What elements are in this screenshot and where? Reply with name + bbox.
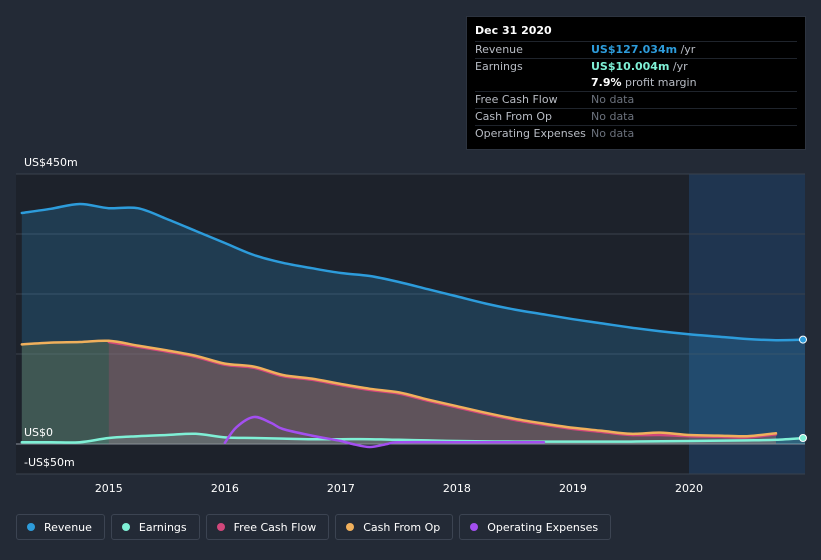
- legend-operating-expenses[interactable]: Operating Expenses: [459, 514, 612, 540]
- tooltip-row-earnings: Earnings US$10.004m /yr: [475, 58, 797, 75]
- y-axis-label-bottom: -US$50m: [24, 456, 75, 469]
- legend-label: Earnings: [138, 520, 187, 534]
- tooltip-key: Revenue: [475, 43, 523, 56]
- tooltip-key: [475, 75, 591, 91]
- tooltip-unit: /yr: [680, 43, 696, 56]
- tooltip-unit: /yr: [672, 60, 688, 73]
- legend-cash-from-op[interactable]: Cash From Op: [335, 514, 454, 540]
- x-tick-label: 2016: [210, 482, 239, 495]
- tooltip-fcf-value: No data: [591, 93, 635, 106]
- legend-dot: [27, 523, 35, 531]
- operating-expenses-line: [223, 415, 546, 449]
- plot-background: [16, 174, 689, 474]
- cash-from-op-area: [21, 340, 777, 444]
- tooltip-key: Cash From Op: [475, 110, 553, 123]
- legend-free-cash-flow[interactable]: Free Cash Flow: [205, 514, 330, 540]
- earnings-area: [21, 433, 806, 444]
- tooltip-row-opex: Operating Expenses No data: [475, 125, 797, 142]
- tooltip-row-revenue: Revenue US$127.034m /yr: [475, 41, 797, 58]
- cash-from-op-line: [20, 339, 778, 438]
- legend-label: Free Cash Flow: [233, 520, 317, 534]
- legend-label: Revenue: [44, 520, 92, 534]
- earnings-end-marker: [799, 434, 807, 442]
- tooltip-row-margin: 7.9% profit margin: [475, 75, 797, 91]
- tooltip-earnings-value: US$10.004m: [591, 60, 670, 73]
- earnings-line: [20, 432, 807, 444]
- x-tick-label: 2015: [94, 482, 123, 495]
- revenue-line: [20, 202, 807, 342]
- tooltip-key: Free Cash Flow: [475, 93, 558, 106]
- tooltip-revenue-value: US$127.034m: [591, 43, 678, 56]
- legend-dot: [121, 523, 130, 531]
- x-tick-label: 2019: [558, 482, 587, 495]
- revenue-end-marker: [799, 335, 807, 344]
- legend-dot: [346, 523, 355, 531]
- x-tick-label: 2017: [326, 482, 355, 495]
- legend-revenue[interactable]: Revenue: [16, 514, 105, 540]
- tooltip-key: Earnings: [475, 60, 523, 73]
- chart-area: [16, 173, 807, 475]
- chart-legend: Revenue Earnings Free Cash Flow Cash Fro…: [16, 514, 612, 540]
- forecast-region: [688, 174, 805, 474]
- free-cash-flow-area: [108, 342, 777, 444]
- legend-earnings[interactable]: Earnings: [110, 514, 200, 540]
- tooltip-row-fcf: Free Cash Flow No data: [475, 91, 797, 108]
- y-axis-label-zero: US$0: [24, 426, 54, 439]
- tooltip-date: Dec 31 2020: [475, 24, 552, 37]
- tooltip-opex-value: No data: [591, 127, 635, 140]
- legend-label: Cash From Op: [363, 520, 441, 534]
- legend-label: Operating Expenses: [487, 520, 599, 534]
- legend-dot: [470, 523, 479, 531]
- legend-dot: [216, 523, 225, 531]
- revenue-area: [21, 203, 806, 444]
- tooltip-row-cfo: Cash From Op No data: [475, 108, 797, 125]
- tooltip-margin-value: 7.9%: [591, 76, 622, 89]
- tooltip-unit: profit margin: [625, 76, 697, 89]
- tooltip-cfo-value: No data: [591, 110, 635, 123]
- x-tick-label: 2020: [674, 482, 703, 495]
- tooltip-key: Operating Expenses: [475, 127, 586, 140]
- y-axis-label-top: US$450m: [24, 156, 78, 169]
- x-tick-label: 2018: [442, 482, 471, 495]
- data-tooltip: Dec 31 2020 Revenue US$127.034m /yr Earn…: [466, 16, 806, 150]
